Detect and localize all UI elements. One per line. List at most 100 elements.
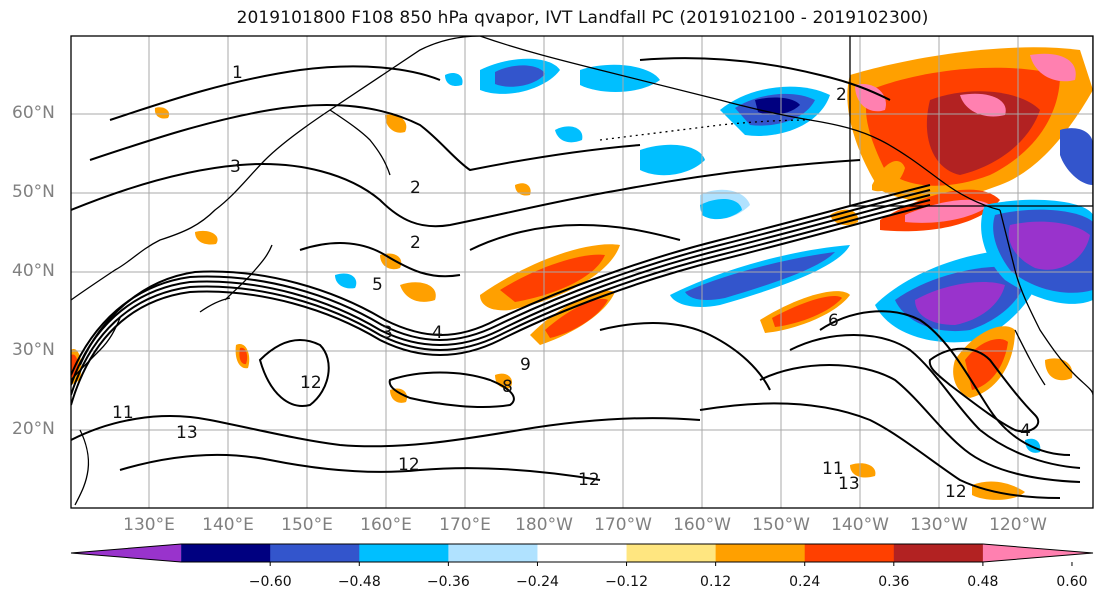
colorbar-segment bbox=[181, 544, 271, 562]
colorbar-tick-label: 0.24 bbox=[789, 574, 821, 590]
longitude-label: 130°E bbox=[123, 515, 175, 535]
shaded-anomaly-fields bbox=[71, 47, 1093, 500]
map-frame bbox=[70, 35, 1094, 509]
coastline-kamchatka bbox=[329, 109, 391, 176]
longitude-label: 170°W bbox=[594, 515, 652, 535]
anomaly-blob bbox=[239, 347, 248, 365]
anomaly-blob bbox=[515, 183, 531, 196]
contour-line bbox=[759, 364, 1081, 483]
latitude-label: 30°N bbox=[12, 340, 55, 360]
anomaly-blob bbox=[926, 91, 1040, 175]
anomaly-blob bbox=[400, 282, 436, 302]
contour-label: 11 bbox=[822, 459, 844, 479]
contour-label: 4 bbox=[432, 323, 443, 343]
colorbar-tick-label: 0.12 bbox=[700, 574, 732, 590]
latitude-label: 40°N bbox=[12, 261, 55, 281]
landfall-region-box bbox=[849, 36, 1093, 207]
longitude-label: 140°W bbox=[831, 515, 889, 535]
anomaly-blob bbox=[380, 253, 402, 270]
colorbar-tick-label: 0.36 bbox=[878, 574, 910, 590]
colorbar-tick-label: −0.12 bbox=[605, 574, 648, 590]
coastline-alaska bbox=[479, 36, 1001, 211]
contour-label: 3 bbox=[382, 323, 393, 343]
contour-line bbox=[71, 204, 931, 406]
anomaly-blob bbox=[1030, 53, 1076, 82]
colorbar-tick-label: −0.60 bbox=[248, 574, 292, 590]
contour-line bbox=[71, 194, 931, 386]
colorbar-tick-label: 0.48 bbox=[967, 574, 999, 590]
colorbar-segment bbox=[626, 544, 717, 562]
colorbar-extend-low bbox=[71, 544, 182, 562]
anomaly-blob bbox=[580, 64, 660, 92]
longitude-label: 180°W bbox=[515, 515, 573, 535]
colorbar-segment bbox=[893, 544, 984, 562]
coastline-japan bbox=[199, 244, 273, 313]
chart-title: 2019101800 F108 850 hPa qvapor, IVT Land… bbox=[236, 8, 929, 28]
contour-label: 12 bbox=[398, 455, 420, 475]
anomaly-blob bbox=[500, 254, 605, 302]
anomaly-blob bbox=[960, 93, 1006, 117]
colorbar-tick-label: −0.36 bbox=[426, 574, 470, 590]
anomaly-blob bbox=[772, 296, 842, 327]
anomaly-blob bbox=[915, 281, 1005, 325]
longitude-label: 170°E bbox=[439, 515, 491, 535]
contour-line bbox=[109, 65, 441, 121]
contour-line bbox=[928, 347, 1040, 433]
contour-label: 8 bbox=[502, 377, 513, 397]
latitude-label: 50°N bbox=[12, 182, 55, 202]
contour-label: 2 bbox=[836, 85, 847, 105]
anomaly-blob bbox=[755, 97, 800, 115]
contour-label: 9 bbox=[520, 355, 531, 375]
coastline-aleutians bbox=[599, 119, 811, 141]
contour-line bbox=[299, 242, 461, 278]
contour-label: 13 bbox=[176, 423, 198, 443]
anomaly-blob bbox=[640, 144, 705, 176]
anomaly-blob bbox=[545, 298, 608, 338]
contour-line bbox=[71, 189, 931, 376]
colorbar-segment bbox=[537, 544, 628, 562]
longitude-label: 130°W bbox=[910, 515, 968, 535]
contour-line bbox=[89, 104, 641, 172]
ivt-contours bbox=[71, 57, 1081, 499]
contour-label: 2 bbox=[410, 178, 421, 198]
anomaly-blob bbox=[445, 73, 463, 86]
longitude-label: 160°W bbox=[673, 515, 731, 535]
colorbar-segment bbox=[448, 544, 538, 562]
coastline-asia bbox=[71, 36, 481, 301]
colorbar-segment bbox=[715, 544, 806, 562]
coastlines bbox=[71, 36, 1093, 506]
colorbar-segment bbox=[359, 544, 449, 562]
anomaly-blob bbox=[850, 463, 876, 478]
anomaly-blob bbox=[685, 252, 835, 300]
contour-label: 12 bbox=[945, 482, 967, 502]
anomaly-blob bbox=[700, 198, 742, 220]
anomaly-blob bbox=[390, 388, 408, 403]
contour-line bbox=[71, 199, 931, 396]
colorbar-tick-label: −0.48 bbox=[337, 574, 381, 590]
anomaly-blob bbox=[154, 107, 170, 119]
longitude-label: 150°W bbox=[752, 515, 810, 535]
contour-label: 5 bbox=[372, 275, 383, 295]
contour-line bbox=[71, 159, 861, 228]
contour-label: 4 bbox=[1020, 421, 1031, 441]
contour-line bbox=[789, 334, 1081, 469]
colorbar-extend-high bbox=[982, 544, 1093, 562]
anomaly-blob bbox=[855, 84, 886, 112]
latitude-label: 20°N bbox=[12, 419, 55, 439]
contour-line bbox=[71, 415, 701, 448]
colorbar-segment bbox=[804, 544, 895, 562]
colorbar-tick-label: 0.60 bbox=[1056, 574, 1088, 590]
anomaly-blob bbox=[872, 161, 905, 192]
latitude-label: 60°N bbox=[12, 103, 55, 123]
anomaly-blob bbox=[335, 273, 357, 289]
colorbar-segment bbox=[270, 544, 360, 562]
contour-label: 12 bbox=[578, 470, 600, 490]
contour-line bbox=[819, 310, 1071, 456]
anomaly-blob bbox=[1008, 221, 1090, 270]
contour-line bbox=[599, 322, 771, 391]
contour-label: 2 bbox=[410, 233, 421, 253]
